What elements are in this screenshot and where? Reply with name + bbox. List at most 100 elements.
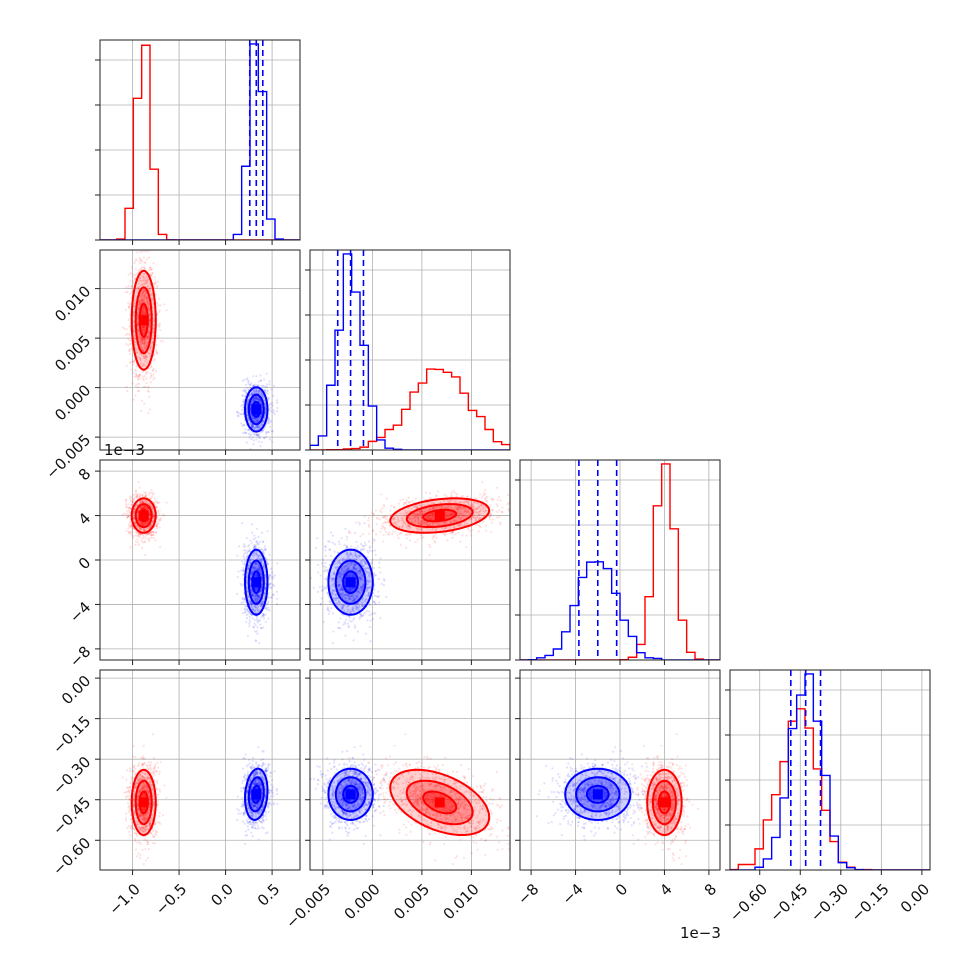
data-point: [148, 309, 151, 312]
data-point: [251, 392, 254, 395]
data-point: [265, 383, 268, 386]
data-point: [142, 289, 145, 292]
data-point: [250, 423, 253, 426]
data-point: [135, 364, 138, 367]
data-point: [143, 341, 146, 344]
data-point: [262, 396, 265, 399]
data-point: [435, 537, 438, 540]
data-point: [147, 269, 151, 272]
data-point: [264, 389, 267, 392]
data-point: [248, 549, 251, 553]
data-point: [271, 404, 274, 407]
data-point: [121, 326, 124, 329]
data-point: [141, 341, 144, 344]
data-point: [137, 287, 141, 290]
data-point: [137, 356, 140, 359]
data-point: [257, 440, 260, 443]
data-point: [241, 408, 244, 412]
data-point: [371, 541, 374, 544]
data-point: [125, 385, 128, 389]
data-point: [272, 411, 275, 414]
data-point: [485, 500, 488, 503]
data-point: [125, 328, 128, 331]
data-point: [135, 525, 139, 528]
data-point: [266, 389, 269, 392]
data-point: [253, 390, 256, 394]
data-point: [257, 424, 260, 427]
data-point: [256, 398, 259, 401]
data-point: [144, 279, 148, 282]
data-point: [490, 509, 494, 512]
data-point: [157, 510, 160, 514]
data-point: [261, 384, 264, 387]
panel-frame: [99, 249, 301, 451]
data-point: [246, 410, 249, 413]
data-point: [269, 402, 272, 406]
data-point: [250, 415, 253, 418]
data-point: [144, 311, 147, 314]
data-point: [143, 340, 147, 343]
data-point: [254, 417, 257, 420]
data-point: [244, 389, 247, 392]
data-point: [152, 302, 155, 306]
data-point: [237, 570, 240, 573]
data-point: [148, 408, 151, 411]
data-point: [142, 299, 145, 302]
data-point: [141, 349, 145, 352]
data-point: [254, 397, 258, 401]
data-point: [125, 512, 128, 516]
data-point: [490, 531, 493, 534]
data-point: [251, 425, 254, 428]
data-point: [491, 499, 494, 502]
data-point: [154, 539, 157, 542]
data-point: [259, 401, 262, 404]
data-point: [156, 284, 159, 287]
data-point: [515, 507, 517, 509]
data-point: [148, 537, 151, 540]
data-point: [154, 293, 157, 296]
data-point: [375, 523, 378, 526]
data-point: [143, 345, 146, 348]
panel-0-0: [95, 39, 301, 245]
density-peak: [251, 577, 262, 588]
data-point: [130, 500, 133, 504]
data-point: [141, 291, 144, 294]
data-point: [133, 375, 136, 378]
data-point: [247, 428, 250, 432]
data-point: [133, 359, 136, 362]
data-point: [138, 374, 141, 377]
data-point: [146, 341, 149, 344]
data-point: [141, 310, 144, 313]
data-point: [256, 626, 259, 629]
data-point: [134, 294, 137, 297]
data-point: [140, 299, 144, 302]
data-point: [245, 407, 249, 410]
data-point: [138, 335, 141, 338]
data-point: [146, 286, 149, 289]
data-point: [142, 364, 145, 367]
data-point: [247, 432, 250, 436]
data-point: [130, 287, 133, 290]
data-point: [389, 509, 392, 512]
data-point: [391, 532, 394, 536]
data-point: [276, 406, 279, 410]
data-point: [129, 292, 132, 295]
data-point: [139, 300, 143, 303]
data-point: [255, 391, 258, 394]
data-point: [139, 302, 142, 305]
data-point: [145, 258, 148, 261]
data-point: [485, 529, 488, 532]
data-point: [252, 397, 256, 400]
data-point: [269, 406, 272, 410]
data-point: [266, 390, 269, 393]
histogram-series-1: [310, 253, 510, 450]
data-point: [133, 368, 137, 372]
data-point: [136, 328, 140, 331]
data-point: [250, 437, 253, 441]
data-point: [257, 399, 260, 403]
data-point: [262, 436, 266, 440]
data-point: [264, 620, 268, 623]
data-point: [242, 398, 245, 401]
data-point: [161, 340, 165, 343]
